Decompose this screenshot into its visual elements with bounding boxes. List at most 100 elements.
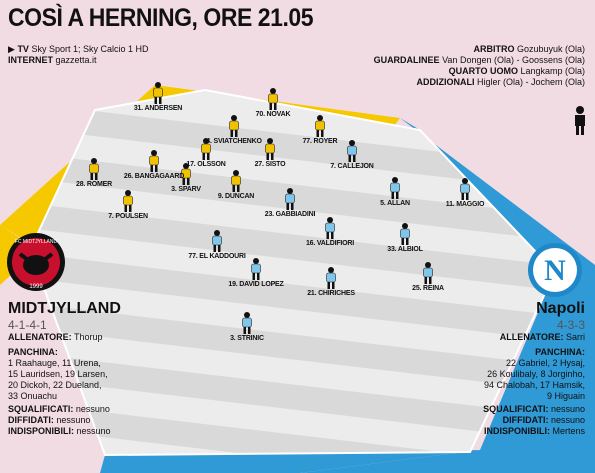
internet-label: INTERNET: [8, 55, 53, 65]
referee-icon: [575, 106, 585, 135]
home-player-icon: [231, 170, 241, 192]
away-player-icon: [325, 217, 335, 239]
home-player-icon: [265, 138, 275, 160]
official-label: GUARDALINEE: [373, 55, 440, 65]
coach-name: Thorup: [74, 332, 103, 342]
bench-line: 22 Gabriel, 2 Hysaj,: [505, 358, 585, 368]
play-icon: ▶: [8, 44, 15, 54]
coach-label: ALLENATORE:: [8, 332, 72, 342]
away-player-label: 33. ALBIOL: [387, 246, 423, 253]
away-player-icon: [400, 223, 410, 245]
badge-letter: N: [544, 254, 566, 287]
suspended-value: nessuno: [75, 404, 110, 414]
home-player-label: 4. SVIATCHENKO: [206, 138, 262, 145]
bench-line: 33 Onuachu: [8, 391, 58, 401]
home-player-icon: [201, 138, 211, 160]
suspended-label: SQUALIFICATI:: [483, 404, 549, 414]
official-label: ADDIZIONALI: [416, 77, 475, 87]
page-title: COSÌ A HERNING, ORE 21.05: [8, 4, 314, 32]
home-player-label: 28. ROMER: [76, 181, 112, 188]
away-team-name: Napoli: [536, 300, 585, 317]
bench-line: 20 Dickoh, 22 Dueland,: [8, 380, 102, 390]
tv-label: TV: [17, 44, 29, 54]
away-player-label: 11. MAGGIO: [445, 201, 485, 208]
official-value: Gozubuyuk (Ola): [516, 44, 585, 54]
home-team-info: MIDTJYLLAND 4-1-4-1 ALLENATORE: Thorup P…: [8, 300, 121, 437]
away-player-label: 77. EL KADDOURI: [188, 253, 246, 260]
away-player-icon: [390, 177, 400, 199]
away-player-label: 7. CALLEJON: [330, 163, 374, 170]
warned-value: nessuno: [56, 415, 91, 425]
away-player-label: 16. VALDIFIORI: [305, 240, 355, 247]
away-player-icon: [242, 312, 252, 334]
home-player-label: 70. NOVAK: [255, 111, 291, 118]
suspended-value: nessuno: [550, 404, 585, 414]
suspended-label: SQUALIFICATI:: [8, 404, 74, 414]
bench-label: PANCHINA:: [535, 347, 585, 357]
home-player-icon: [229, 115, 239, 137]
away-player-icon: [423, 262, 433, 284]
unavailable-label: INDISPONIBILI:: [483, 426, 550, 436]
badge-year: 1999: [29, 284, 43, 290]
official-label: QUARTO UOMO: [448, 66, 518, 76]
bench-line: 15 Lauridsen, 19 Larsen,: [8, 369, 108, 379]
home-player-label: 27. SISTO: [254, 161, 286, 168]
away-player-icon: [285, 188, 295, 210]
bench-line: 26 Koulibaly, 8 Jorginho,: [487, 369, 585, 379]
away-player-label: 5. ALLAN: [380, 200, 410, 207]
away-team-info: Napoli 4-3-3 ALLENATORE: Sarri PANCHINA:…: [483, 300, 585, 437]
away-player-label: 19. DAVID LOPEZ: [228, 281, 284, 288]
home-player-label: 26. BANGAGAARD: [123, 173, 185, 180]
home-player-icon: [89, 158, 99, 180]
home-player-icon: [315, 115, 325, 137]
home-player-label: 31. ANDERSEN: [133, 105, 183, 112]
badge-text: FC MIDTJYLLAND: [15, 239, 58, 245]
warned-label: DIFFIDATI:: [502, 415, 549, 425]
warned-label: DIFFIDATI:: [8, 415, 54, 425]
coach-name: Sarri: [565, 332, 585, 342]
away-player-label: 23. GABBIADINI: [264, 211, 316, 218]
officials-info: ARBITRO Gozubuyuk (Ola) GUARDALINEE Van …: [374, 44, 585, 88]
home-player-icon: [149, 150, 159, 172]
away-player-icon: [212, 230, 222, 252]
away-player-label: 3. STRINIC: [230, 335, 264, 342]
broadcast-info: ▶ TV Sky Sport 1; Sky Calcio 1 HD INTERN…: [8, 44, 149, 66]
home-player-label: 77. ROYER: [302, 138, 338, 145]
away-player-icon: [460, 178, 470, 200]
midtjylland-badge-icon: FC MIDTJYLLAND 1999: [7, 233, 65, 291]
home-player-icon: [153, 82, 163, 104]
pitch-border-blue-bottom: [100, 450, 480, 473]
home-player-icon: [268, 88, 278, 110]
home-player-icon: [123, 190, 133, 212]
away-player-icon: [347, 140, 357, 162]
bench-line: 9 Higuain: [546, 391, 585, 401]
home-formation: 4-1-4-1: [8, 318, 47, 332]
home-player-label: 3. SPARV: [171, 186, 201, 193]
coach-label: ALLENATORE:: [499, 332, 564, 342]
home-team-name: MIDTJYLLAND: [8, 300, 121, 317]
official-value: Higler (Ola) - Jochem (Ola): [476, 77, 585, 87]
away-player-label: 21. CHIRICHES: [307, 290, 355, 297]
home-player-label: 7. POULSEN: [108, 213, 148, 220]
unavailable-value: nessuno: [76, 426, 111, 436]
unavailable-value: Mertens: [552, 426, 585, 436]
away-player-icon: [251, 258, 261, 280]
pitch-border-blue: [300, 118, 595, 473]
home-player-icon: [181, 163, 191, 185]
internet-value: gazzetta.it: [55, 55, 97, 65]
home-player-label: 9. DUNCAN: [217, 193, 255, 200]
bench-line: 94 Chalobah, 17 Hamsik,: [483, 380, 585, 390]
home-player-label: 17. OLSSON: [186, 161, 226, 168]
warned-value: nessuno: [550, 415, 585, 425]
official-value: Langkamp (Ola): [520, 66, 585, 76]
official-value: Van Dongen (Ola) - Goossens (Ola): [442, 55, 585, 65]
bench-label: PANCHINA:: [8, 347, 58, 357]
away-formation: 4-3-3: [556, 318, 585, 332]
away-player-icon: [326, 267, 336, 289]
official-label: ARBITRO: [473, 44, 515, 54]
napoli-badge-icon: N: [528, 243, 582, 297]
bench-line: 1 Raahauge, 11 Urena,: [8, 358, 101, 368]
tv-value: Sky Sport 1; Sky Calcio 1 HD: [31, 44, 149, 54]
